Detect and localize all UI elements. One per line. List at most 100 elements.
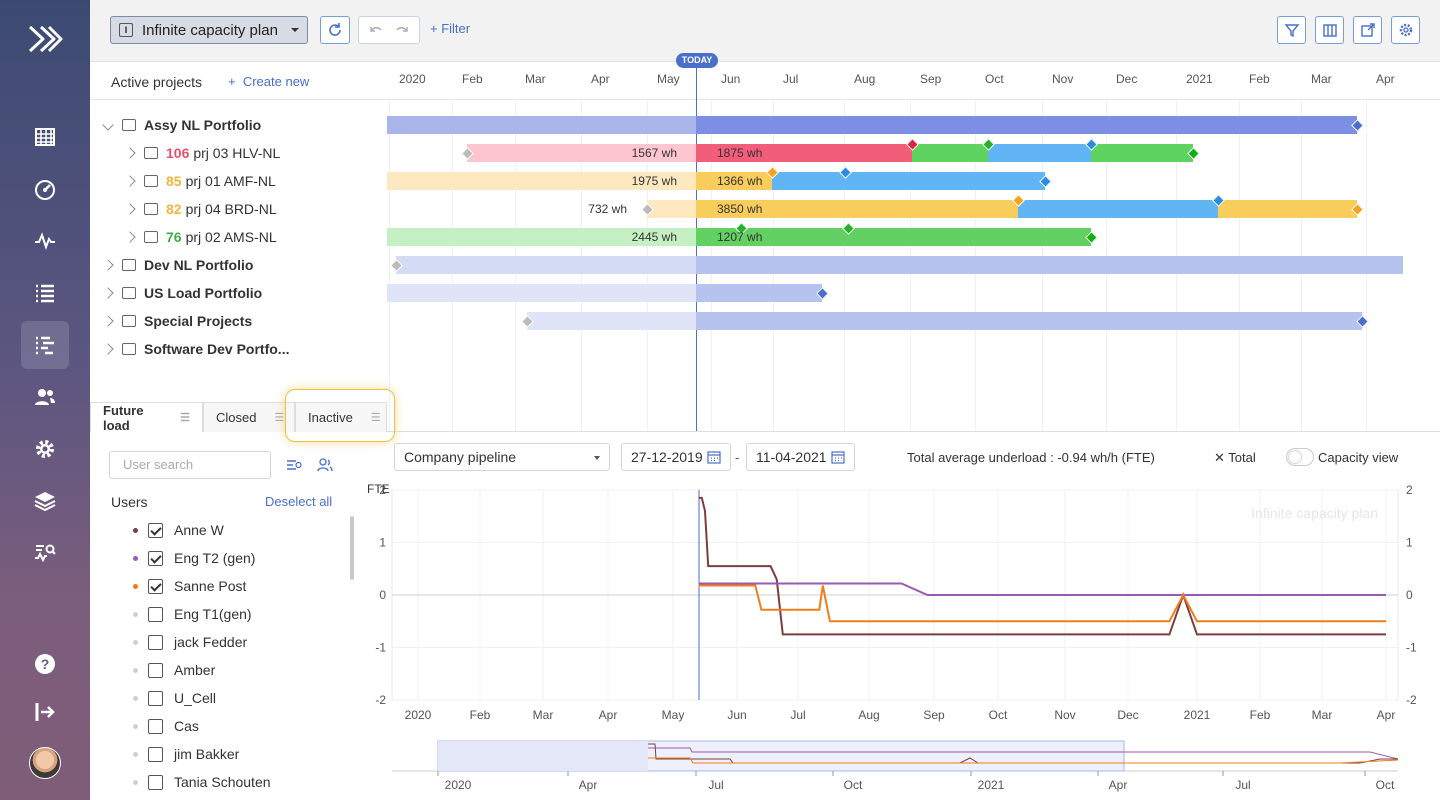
gantt-bar[interactable] [696, 228, 848, 246]
user-checkbox[interactable] [148, 690, 163, 706]
chevron-right-icon[interactable] [124, 175, 136, 187]
user-group-icon[interactable] [317, 458, 333, 472]
gantt-bar[interactable] [696, 172, 772, 190]
redo-icon[interactable] [394, 22, 410, 38]
portfolio-bar[interactable] [696, 284, 822, 302]
deselect-all-link[interactable]: Deselect all [265, 494, 333, 509]
settings-icon[interactable] [21, 425, 69, 473]
create-new-button[interactable]: + Create new [228, 74, 310, 89]
gantt-bar[interactable] [696, 144, 912, 162]
dashboard-icon[interactable] [21, 165, 69, 213]
user-list-item[interactable]: Eng T1(gen) [133, 603, 252, 625]
gantt-bar[interactable] [988, 144, 1091, 162]
drag-handle-icon[interactable]: ☰ [180, 412, 190, 424]
portfolio-row[interactable]: Assy NL Portfolio [102, 111, 261, 139]
gantt-bar[interactable] [467, 144, 696, 162]
user-checkbox[interactable] [148, 606, 163, 622]
gantt-bar[interactable] [387, 172, 696, 190]
list-view-icon[interactable] [286, 458, 302, 472]
user-list-item[interactable]: U_Cell [133, 687, 216, 709]
gantt-bar[interactable] [845, 172, 1045, 190]
scrollbar[interactable] [350, 516, 354, 580]
user-checkbox[interactable] [148, 746, 163, 762]
chevron-right-icon[interactable] [102, 259, 114, 271]
chevron-right-icon[interactable] [124, 147, 136, 159]
calendar-icon[interactable] [21, 113, 69, 161]
chevron-right-icon[interactable] [102, 287, 114, 299]
gantt-icon[interactable] [21, 321, 69, 369]
analytics-icon[interactable] [21, 529, 69, 577]
users-icon[interactable] [21, 373, 69, 421]
user-list-item[interactable]: jim Bakker [133, 743, 239, 765]
gantt-bar[interactable] [387, 228, 696, 246]
portfolio-row[interactable]: US Load Portfolio [102, 279, 262, 307]
portfolio-bar[interactable] [527, 312, 696, 330]
chevron-right-icon[interactable] [124, 231, 136, 243]
portfolio-row[interactable]: Software Dev Portfo... [102, 335, 289, 363]
user-list-item[interactable]: Cas [133, 715, 199, 737]
logout-icon[interactable] [21, 688, 69, 736]
user-checkbox[interactable] [148, 550, 163, 566]
columns-button[interactable] [1315, 16, 1344, 44]
project-row[interactable]: 82 prj 04 BRD-NL [124, 195, 277, 223]
filter-button[interactable]: + Filter [430, 21, 471, 36]
capacity-view-toggle[interactable] [1286, 448, 1314, 466]
gantt-bar[interactable] [772, 172, 845, 190]
gantt-bar[interactable] [848, 228, 1091, 246]
portfolio-bar[interactable] [387, 116, 696, 134]
total-toggle[interactable]: ✕ Total [1214, 450, 1256, 466]
funnel-button[interactable] [1277, 16, 1306, 44]
project-row[interactable]: 76 prj 02 AMS-NL [124, 223, 277, 251]
gantt-bar[interactable] [1091, 144, 1193, 162]
user-list-item[interactable]: Amber [133, 659, 215, 681]
settings-button[interactable] [1391, 16, 1420, 44]
user-checkbox[interactable] [148, 634, 163, 650]
chevron-down-icon[interactable] [102, 119, 114, 131]
gantt-bar[interactable] [647, 200, 696, 218]
user-checkbox[interactable] [148, 774, 163, 790]
user-checkbox[interactable] [148, 662, 163, 678]
chevron-right-icon[interactable] [102, 343, 114, 355]
list-icon[interactable] [21, 269, 69, 317]
drag-handle-icon[interactable]: ☰ [274, 412, 285, 424]
portfolio-row[interactable]: Special Projects [102, 307, 252, 335]
portfolio-bar[interactable] [387, 284, 696, 302]
portfolio-bar[interactable] [696, 256, 1403, 274]
portfolio-bar[interactable] [696, 116, 1357, 134]
user-checkbox[interactable] [148, 522, 163, 538]
app-logo-icon[interactable] [27, 24, 63, 54]
undo-icon[interactable] [368, 22, 384, 38]
project-row[interactable]: 85 prj 01 AMF-NL [124, 167, 276, 195]
user-list-item[interactable]: jack Fedder [133, 631, 247, 653]
user-checkbox[interactable] [148, 718, 163, 734]
date-from-field[interactable]: 27-12-2019 [621, 443, 731, 471]
refresh-button[interactable] [320, 16, 350, 44]
gantt-bar[interactable] [912, 144, 988, 162]
avatar[interactable] [29, 747, 61, 779]
date-to-field[interactable]: 11-04-2021 [746, 443, 855, 471]
chevron-right-icon[interactable] [124, 203, 136, 215]
drag-handle-icon[interactable]: ☰ [370, 412, 381, 424]
activity-icon[interactable] [21, 217, 69, 265]
gantt-bar[interactable] [1018, 200, 1218, 218]
tab-inactive[interactable]: Inactive ☰ [295, 402, 387, 432]
tab-closed[interactable]: Closed ☰ [203, 402, 295, 432]
gantt-bar[interactable] [1218, 200, 1357, 218]
user-search-input[interactable]: User search [109, 451, 271, 479]
project-row[interactable]: 106 prj 03 HLV-NL [124, 139, 280, 167]
user-checkbox[interactable] [148, 578, 163, 594]
user-list-item[interactable]: Anne W [133, 519, 224, 541]
user-list-item[interactable]: Sanne Post [133, 575, 246, 597]
gantt-bar[interactable] [696, 200, 1018, 218]
plan-select[interactable]: I Infinite capacity plan [110, 16, 308, 44]
portfolio-row[interactable]: Dev NL Portfolio [102, 251, 253, 279]
export-button[interactable] [1353, 16, 1382, 44]
help-icon[interactable]: ? [21, 640, 69, 688]
user-list-item[interactable]: Eng T2 (gen) [133, 547, 255, 569]
pipeline-select[interactable]: Company pipeline [394, 443, 610, 471]
user-list-item[interactable]: Tania Schouten [133, 771, 271, 793]
portfolio-bar[interactable] [696, 312, 1362, 330]
tab-future-load[interactable]: Future load ☰ [90, 402, 203, 433]
chevron-right-icon[interactable] [102, 315, 114, 327]
layers-icon[interactable] [21, 477, 69, 525]
